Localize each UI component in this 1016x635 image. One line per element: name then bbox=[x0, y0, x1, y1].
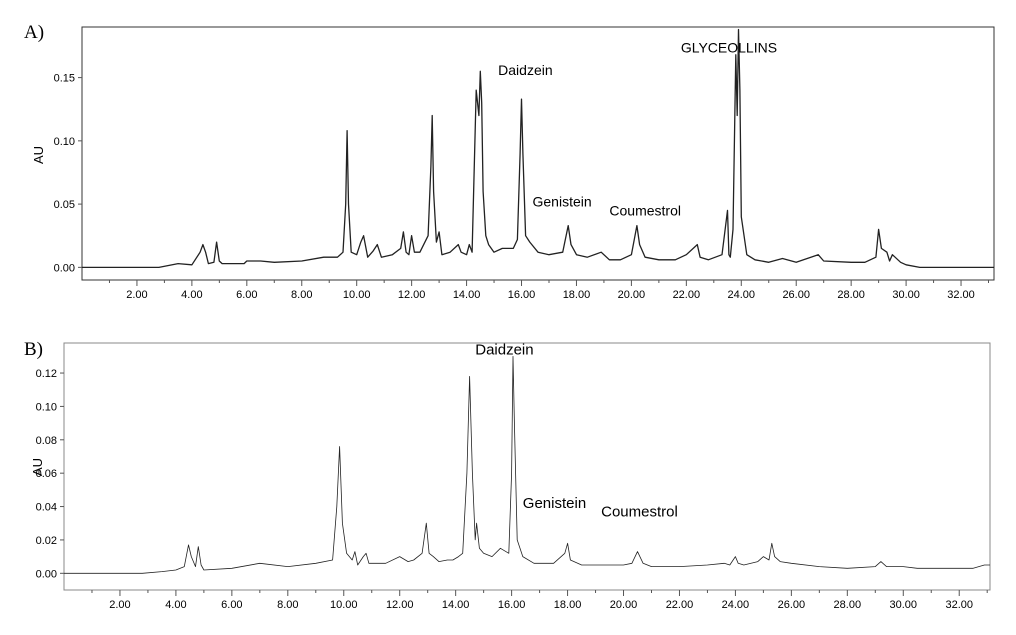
y-tick-label: 0.15 bbox=[54, 73, 75, 85]
x-tick-label: 4.00 bbox=[165, 599, 186, 611]
panel-b-y-axis-label: AU bbox=[30, 458, 45, 476]
peak-label-genistein: Genistein bbox=[523, 495, 586, 512]
x-tick-label: 8.00 bbox=[277, 599, 298, 611]
x-tick-label: 22.00 bbox=[666, 599, 694, 611]
panel-a-plot-frame bbox=[81, 26, 995, 281]
y-tick-label: 0.00 bbox=[36, 568, 57, 580]
x-tick-label: 12.00 bbox=[398, 289, 426, 301]
peak-label-daidzein: Daidzein bbox=[498, 62, 552, 78]
x-tick-label: 32.00 bbox=[945, 599, 973, 611]
panel-b-plot-frame bbox=[63, 342, 991, 591]
x-tick-label: 6.00 bbox=[236, 289, 257, 301]
y-tick-label: 0.10 bbox=[36, 401, 57, 413]
x-tick-label: 22.00 bbox=[673, 289, 701, 301]
y-tick-label: 0.10 bbox=[54, 136, 75, 148]
x-tick-label: 32.00 bbox=[947, 289, 975, 301]
x-tick-label: 20.00 bbox=[618, 289, 646, 301]
x-tick-label: 30.00 bbox=[892, 289, 920, 301]
x-tick-label: 14.00 bbox=[442, 599, 470, 611]
x-tick-label: 2.00 bbox=[126, 289, 147, 301]
x-tick-label: 2.00 bbox=[109, 599, 130, 611]
y-tick-label: 0.02 bbox=[36, 535, 57, 547]
panel-a-chart: A) AU 0.00 0.05 0.10 0.15 2.00 4.00 6.00 8.00 10.0… bbox=[24, 22, 995, 301]
x-tick-label: 14.00 bbox=[453, 289, 481, 301]
x-tick-label: 20.00 bbox=[610, 599, 638, 611]
y-tick-label: 0.12 bbox=[36, 368, 57, 380]
x-tick-label: 18.00 bbox=[554, 599, 582, 611]
y-tick-label: 0.08 bbox=[36, 435, 57, 447]
x-tick-label: 16.00 bbox=[508, 289, 536, 301]
panel-b-chart: B) AU 0.00 0.02 0.04 0.06 0.08 0.10 0.12 2.00 4.00… bbox=[24, 339, 991, 611]
x-tick-label: 6.00 bbox=[221, 599, 242, 611]
x-tick-label: 8.00 bbox=[291, 289, 312, 301]
y-tick-label: 0.04 bbox=[36, 502, 57, 514]
x-tick-label: 12.00 bbox=[386, 599, 414, 611]
x-tick-label: 10.00 bbox=[343, 289, 371, 301]
y-tick-label: 0.00 bbox=[54, 262, 75, 274]
peak-label-coumestrol: Coumestrol bbox=[601, 504, 678, 521]
panel-a-y-axis-label: AU bbox=[31, 146, 46, 164]
x-tick-label: 24.00 bbox=[728, 289, 756, 301]
panel-a-label: A) bbox=[24, 22, 44, 43]
x-tick-label: 10.00 bbox=[330, 599, 358, 611]
x-tick-label: 28.00 bbox=[837, 289, 865, 301]
x-tick-label: 30.00 bbox=[890, 599, 918, 611]
x-tick-label: 26.00 bbox=[782, 289, 810, 301]
peak-label-daidzein: Daidzein bbox=[475, 342, 533, 359]
y-tick-label: 0.05 bbox=[54, 199, 75, 211]
peak-label-glyceollins: GLYCEOLLINS bbox=[681, 39, 777, 55]
peak-label-coumestrol: Coumestrol bbox=[609, 202, 681, 218]
x-tick-label: 24.00 bbox=[722, 599, 750, 611]
x-tick-label: 28.00 bbox=[834, 599, 862, 611]
panel-b-label: B) bbox=[24, 339, 43, 360]
panel-a-chromatogram-trace bbox=[82, 28, 994, 269]
y-tick-label: 0.06 bbox=[36, 468, 57, 480]
x-tick-label: 16.00 bbox=[498, 599, 526, 611]
x-tick-label: 4.00 bbox=[181, 289, 202, 301]
panel-b-chromatogram-trace bbox=[64, 355, 990, 574]
x-tick-label: 18.00 bbox=[563, 289, 591, 301]
x-tick-label: 26.00 bbox=[778, 599, 806, 611]
peak-label-genistein: Genistein bbox=[533, 194, 592, 210]
